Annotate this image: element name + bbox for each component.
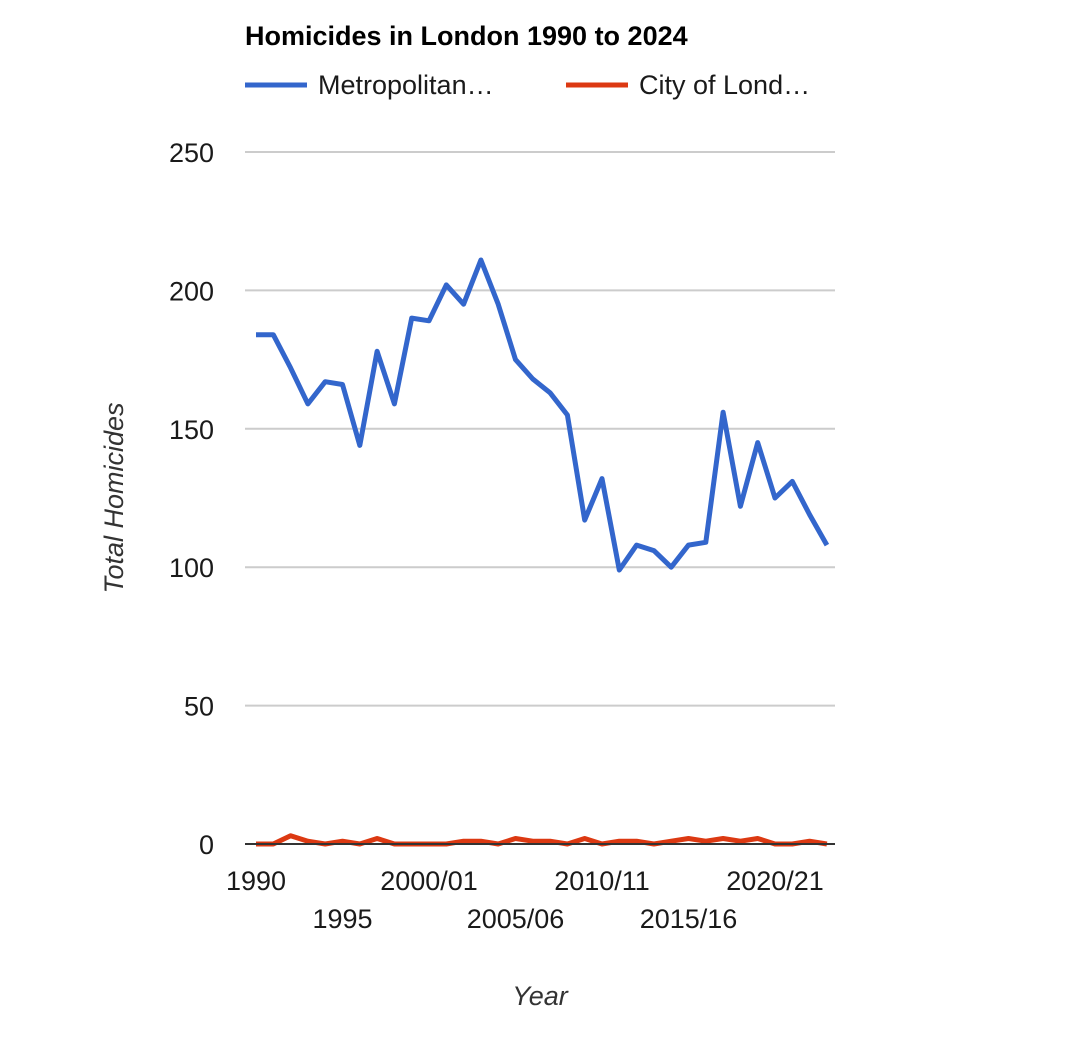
x-tick-label: 1995 [312, 904, 372, 934]
gridlines [245, 151, 835, 707]
x-tick-label: 2015/16 [640, 904, 738, 934]
y-tick-label: 50 [184, 692, 214, 722]
x-tick-label: 2010/11 [554, 866, 650, 896]
x-tick-label: 2020/21 [726, 866, 824, 896]
legend-label-metropolitan: Metropolitan… [318, 70, 494, 100]
x-tick-label: 2000/01 [380, 866, 478, 896]
y-axis-title: Total Homicides [99, 402, 129, 593]
y-tick-label: 0 [199, 830, 214, 860]
x-axis-ticks: 1990 1995 2000/01 2005/06 2010/11 2015/16 2020… [226, 866, 824, 934]
chart-title: Homicides in London 1990 to 2024 [245, 21, 688, 51]
series-line-1 [256, 833, 828, 847]
legend: Metropolitan… City of Lond… [245, 70, 810, 100]
y-tick-label: 150 [169, 415, 214, 445]
y-axis-ticks: 0 50 100 150 200 250 [169, 138, 214, 860]
y-tick-label: 100 [169, 553, 214, 583]
legend-item-city-of-london[interactable]: City of Lond… [566, 70, 810, 100]
x-tick-label: 2005/06 [467, 904, 565, 934]
legend-label-city-of-london: City of Lond… [639, 70, 810, 100]
series-line-0 [256, 257, 830, 573]
x-axis-title: Year [512, 981, 569, 1011]
legend-item-metropolitan[interactable]: Metropolitan… [245, 70, 494, 100]
y-tick-label: 200 [169, 276, 214, 306]
x-tick-label: 1990 [226, 866, 286, 896]
y-tick-label: 250 [169, 138, 214, 168]
series-lines [256, 257, 830, 847]
